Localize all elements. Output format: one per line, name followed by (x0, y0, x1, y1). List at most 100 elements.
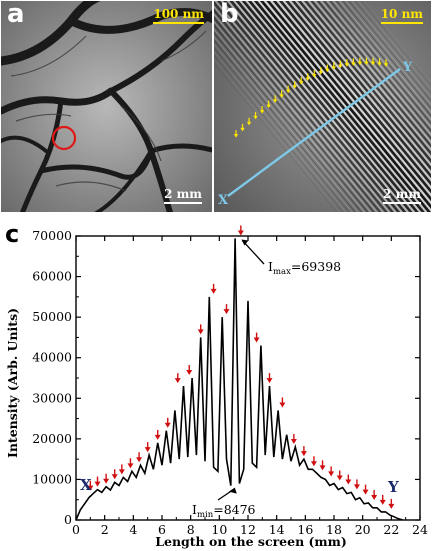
y-tick-label: 70000 (32, 228, 72, 243)
fringe-arrow (338, 60, 343, 69)
imax-value: =69398 (291, 259, 341, 274)
peak-marker (310, 456, 317, 467)
fringe-dark (310, 1, 431, 148)
fringe-dark (316, 1, 431, 140)
fringe-light (220, 1, 397, 212)
peak-marker (94, 476, 101, 487)
peak-marker (210, 283, 217, 294)
peak-marker (253, 332, 260, 343)
fringe-arrow (351, 58, 356, 66)
fringe-light (276, 1, 431, 190)
fringe-light (338, 1, 431, 113)
fringe-dark (335, 1, 431, 117)
fringe-dark (297, 1, 431, 163)
x-tick-label: 12 (240, 522, 256, 537)
fringe-dark (342, 1, 431, 110)
peak-marker (237, 225, 244, 236)
panel-a-scale-top-label: 100 nm (153, 7, 204, 21)
panel-a-micrograph: a 100 nm 2 mm (1, 1, 212, 212)
micrograph-a-image (1, 1, 212, 212)
fringe-light (214, 36, 359, 212)
panel-b-scale-top: 10 nm (380, 7, 423, 24)
panel-b-scale-top-label: 10 nm (380, 7, 423, 21)
x-tick-label: 0 (72, 522, 80, 537)
x-tick-label: 20 (355, 522, 371, 537)
peak-marker (266, 373, 273, 384)
x-tick-label: 10 (211, 522, 227, 537)
fringe-dark (253, 1, 431, 212)
fringe-light (364, 1, 431, 83)
peak-marker (223, 304, 230, 315)
fringe-arrow (266, 100, 271, 109)
x-tick-label: 14 (269, 522, 285, 537)
fringe-light (251, 1, 428, 212)
fringe-arrow (312, 70, 317, 78)
fringe-light (214, 1, 391, 212)
fringe-arrow (272, 95, 278, 103)
peak-marker (336, 470, 343, 481)
peak-marker (300, 446, 307, 457)
peak-marker (144, 442, 151, 453)
panel-a-scale-bottom: 2 mm (164, 187, 202, 204)
y-axis-label: Intensity (Arb. Units) (5, 308, 20, 458)
fringe-light (226, 1, 403, 212)
y-tick-label: 60000 (32, 269, 72, 284)
fringe-light (351, 1, 431, 98)
fringe-arrow (285, 85, 291, 94)
peak-marker (379, 494, 386, 505)
peak-marker (118, 464, 125, 475)
fringe-light (313, 1, 431, 144)
fringe-light (214, 13, 378, 212)
fringe-light (301, 1, 431, 159)
fringe-light (245, 1, 422, 212)
fringe-arrow (233, 130, 239, 138)
x-tick-label: 4 (129, 522, 137, 537)
x-tick-label: 22 (383, 522, 399, 537)
imax-arrow (241, 240, 265, 265)
fringe-light (307, 1, 431, 152)
y-tick-label: 10000 (32, 471, 72, 486)
panel-b-scale-bottom-bar (383, 202, 421, 204)
profile-line-start-label: X (218, 193, 229, 208)
imax-prefix: I (268, 259, 273, 274)
fringe-dark (223, 1, 401, 212)
fringe-dark (304, 1, 431, 156)
fringe-light (263, 1, 431, 205)
fringe-arrow (259, 106, 265, 114)
fringe-light (232, 1, 410, 212)
fringe-arrow (325, 64, 330, 73)
micrograph-b-image: X Y (214, 1, 431, 212)
peak-marker (127, 458, 134, 469)
fringe-light (357, 1, 431, 90)
fringe-arrow (344, 59, 350, 67)
panel-a-scale-top: 100 nm (153, 7, 204, 24)
peak-marker (362, 484, 369, 495)
peak-marker (197, 324, 204, 335)
panel-b-scale-bottom: 2 mm (383, 187, 421, 204)
peak-markers (87, 225, 395, 509)
intensity-series-line (75, 238, 404, 521)
fringe-light (214, 51, 347, 212)
fringe-dark (291, 1, 431, 171)
fringe-light (282, 1, 431, 182)
fringe-arrow (305, 73, 310, 81)
x-tick-label: 2 (101, 522, 109, 537)
plot-frame (75, 235, 421, 521)
y-tick-label: 40000 (32, 350, 72, 365)
fringe-arrow (364, 57, 369, 66)
fringe-arrow (253, 111, 258, 120)
peak-marker (371, 489, 378, 500)
peak-marker (328, 466, 335, 477)
imax-arrowhead (241, 239, 249, 246)
fringe-arrow (246, 117, 252, 126)
fringe-dark (214, 16, 375, 212)
peak-marker (103, 473, 110, 484)
fringe-arrow (318, 67, 323, 75)
fringe-dark (247, 1, 426, 212)
imin-value: =8476 (213, 502, 255, 517)
imin-annotation: Imin=8476 (192, 502, 256, 520)
profile-line-end-label: Y (402, 60, 413, 75)
fringe-light (320, 1, 431, 136)
panel-b-micrograph: X Y b 10 nm 2 mm (214, 1, 431, 212)
panel-a-letter: a (7, 1, 25, 29)
